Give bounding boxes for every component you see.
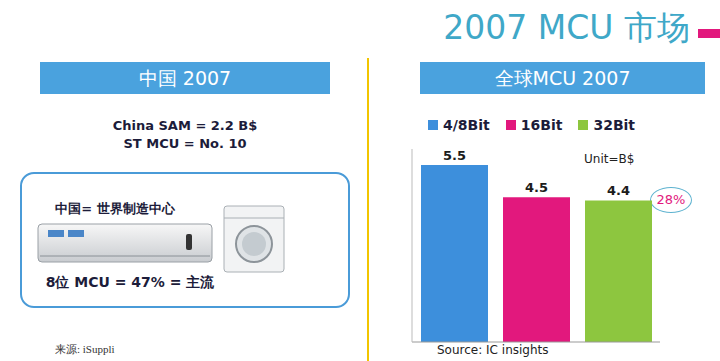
html-text:16Bit: 16Bit (520, 117, 563, 133)
html-text:8位 MCU = 47% = 主流: 8位 MCU = 47% = 主流 (45, 274, 215, 290)
html-text:来源: iSuppli: 来源: iSuppli (55, 343, 115, 355)
svg-text:4.5: 4.5 (525, 180, 548, 195)
html-text:ST MCU = No. 10: ST MCU = No. 10 (123, 136, 247, 151)
html-text:China SAM = 2.2 B$: China SAM = 2.2 B$ (112, 118, 258, 133)
html-text:中国= 世界制造中心: 中国= 世界制造中心 (55, 201, 175, 216)
html-text:4/8Bit: 4/8Bit (443, 117, 490, 133)
svg-text:5.5: 5.5 (443, 148, 466, 163)
html-text:32Bit: 32Bit (593, 117, 636, 133)
svg-text:4.4: 4.4 (607, 183, 630, 198)
html-text:Source: IC insights: Source: IC insights (437, 343, 549, 357)
html-text:中国 2007: 中国 2007 (138, 67, 232, 89)
html-text:全球MCU 2007: 全球MCU 2007 (494, 67, 631, 89)
html-text:Unit=B$: Unit=B$ (584, 152, 635, 166)
html-text:28%: 28% (656, 192, 686, 207)
html-text:2007 MCU 市场: 2007 MCU 市场 (443, 8, 690, 47)
